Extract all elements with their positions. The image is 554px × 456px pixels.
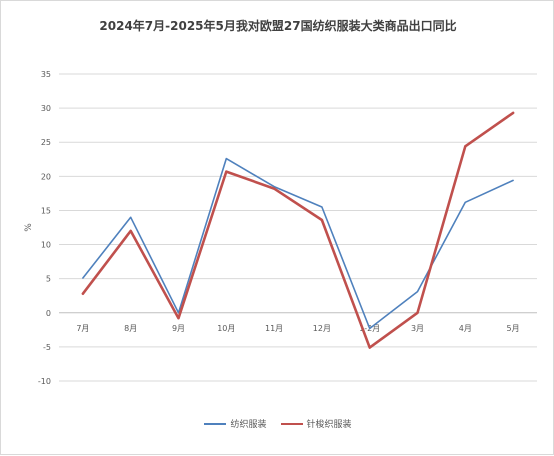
y-tick-label: -5 xyxy=(43,343,51,352)
x-tick-label: 8月 xyxy=(124,324,137,333)
y-tick-label: 20 xyxy=(41,172,51,181)
legend-swatch xyxy=(280,422,303,425)
x-tick-label: 7月 xyxy=(76,324,89,333)
series-line xyxy=(81,111,515,349)
x-tick-label: 9月 xyxy=(172,324,185,333)
x-tick-label: 12月 xyxy=(313,324,331,333)
y-tick-label: -10 xyxy=(38,377,51,386)
legend-item: 纺织服装 xyxy=(204,417,267,430)
y-axis-label: % xyxy=(24,223,34,232)
y-tick-label: 35 xyxy=(41,70,51,79)
x-tick-label: 4月 xyxy=(459,324,472,333)
chart-title: 2024年7月-2025年5月我对欧盟27国纺织服装大类商品出口同比 xyxy=(99,19,457,33)
x-tick-label: 3月 xyxy=(411,324,424,333)
y-tick-label: 15 xyxy=(41,206,51,215)
series-line xyxy=(82,157,514,330)
x-tick-label: 11月 xyxy=(265,324,283,333)
y-tick-label: 5 xyxy=(46,275,51,284)
legend: 纺织服装 针梭织服装 xyxy=(1,417,554,430)
y-tick-label: 30 xyxy=(41,104,51,113)
legend-label: 纺织服装 xyxy=(230,420,267,430)
legend-item: 针梭织服装 xyxy=(280,417,352,430)
x-tick-label: 10月 xyxy=(217,324,235,333)
x-tick-label: 5月 xyxy=(507,324,520,333)
y-tick-label: 0 xyxy=(46,309,51,318)
y-tick-label: 25 xyxy=(41,138,51,147)
y-tick-label: 10 xyxy=(41,241,51,250)
legend-label: 针梭织服装 xyxy=(306,420,352,430)
legend-swatch xyxy=(204,422,227,425)
